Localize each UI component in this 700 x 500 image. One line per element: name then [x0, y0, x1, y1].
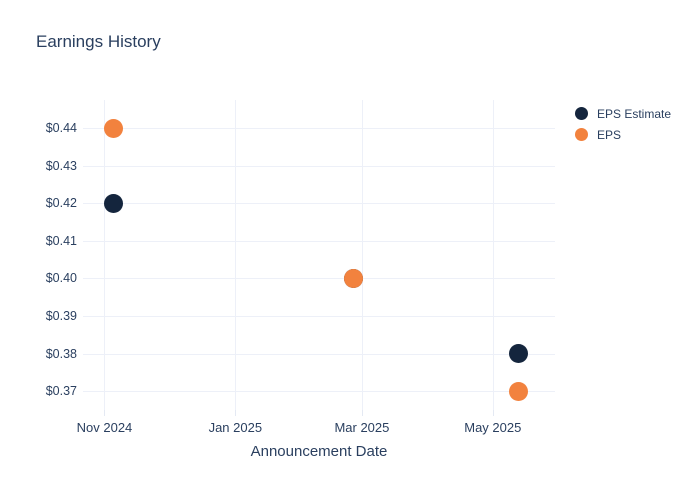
x-tick-label: Nov 2024 — [76, 420, 133, 435]
legend-item-eps-estimate[interactable]: EPS Estimate — [575, 103, 671, 124]
y-gridline — [83, 316, 555, 318]
data-point-eps[interactable] — [509, 381, 529, 401]
x-gridline — [104, 100, 106, 410]
y-tick-label: $0.39 — [45, 309, 77, 324]
x-tick-label: Jan 2025 — [208, 420, 263, 435]
legend: EPS Estimate EPS — [575, 103, 671, 145]
y-tick-label: $0.43 — [45, 158, 77, 173]
legend-item-eps[interactable]: EPS — [575, 124, 671, 145]
y-tick-label: $0.41 — [45, 233, 77, 248]
y-tick-label: $0.38 — [45, 346, 77, 361]
y-tick-label: $0.42 — [45, 196, 77, 211]
y-gridline — [83, 391, 555, 393]
y-tick-label: $0.40 — [45, 271, 77, 286]
y-gridline — [83, 165, 555, 167]
x-axis-title: Announcement Date — [250, 443, 388, 460]
x-gridline — [492, 100, 494, 410]
x-tick-mark — [492, 410, 494, 416]
y-gridline — [83, 240, 555, 242]
y-gridline — [83, 353, 555, 355]
x-gridline — [361, 100, 363, 410]
eps-marker-icon — [575, 128, 588, 141]
chart-title: Earnings History — [36, 32, 161, 51]
data-point-eps-estimate[interactable] — [509, 344, 529, 364]
y-tick-label: $0.44 — [45, 121, 77, 136]
x-tick-mark — [361, 410, 363, 416]
legend-label-eps-estimate: EPS Estimate — [597, 106, 672, 121]
data-point-eps[interactable] — [103, 118, 123, 138]
legend-label-eps: EPS — [597, 127, 622, 142]
eps-estimate-marker-icon — [575, 107, 588, 120]
x-tick-mark — [235, 410, 237, 416]
y-gridline — [83, 203, 555, 205]
y-tick-label: $0.37 — [45, 384, 77, 399]
y-gridline — [83, 128, 555, 130]
x-tick-label: Mar 2025 — [334, 420, 390, 435]
data-point-eps[interactable] — [343, 268, 363, 288]
x-tick-label: May 2025 — [464, 420, 522, 435]
y-gridline — [83, 278, 555, 280]
x-tick-mark — [104, 410, 106, 416]
x-gridline — [235, 100, 237, 410]
plot-area[interactable] — [83, 100, 555, 416]
data-point-eps-estimate[interactable] — [103, 193, 123, 213]
